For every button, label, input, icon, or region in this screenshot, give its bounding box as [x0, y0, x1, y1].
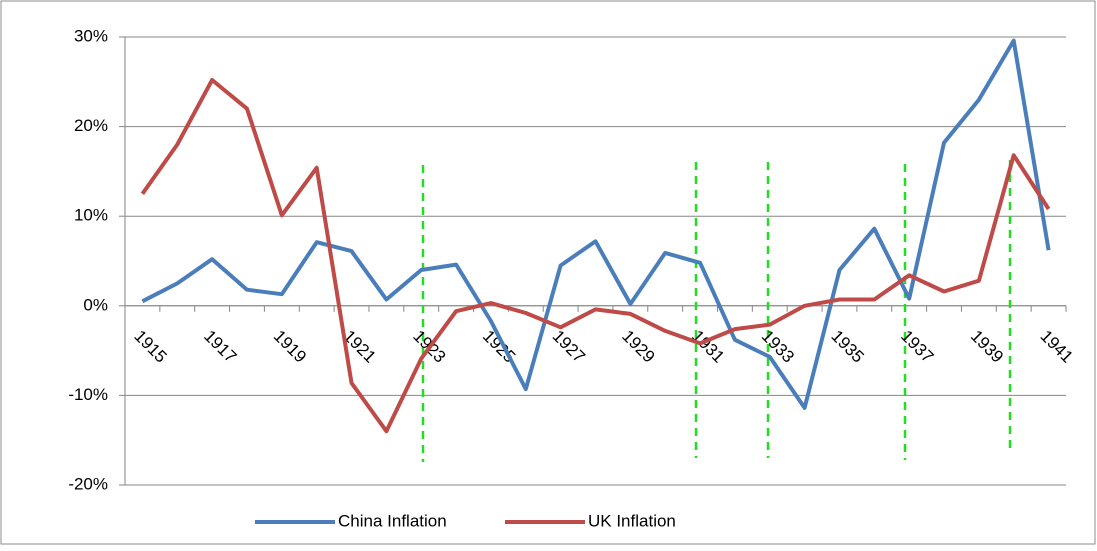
y-tick-label: 0%	[83, 295, 108, 314]
series-line	[140, 78, 1051, 434]
y-tick-label: 10%	[74, 206, 108, 225]
y-tick-label: -20%	[68, 474, 108, 493]
y-tick-label: 30%	[74, 26, 108, 45]
legend-label: China Inflation	[338, 511, 447, 530]
y-tick-label: -10%	[68, 385, 108, 404]
annotation-lines	[421, 160, 1012, 462]
y-tick-label: 20%	[74, 116, 108, 135]
legend-label: UK Inflation	[588, 511, 676, 530]
series-line	[141, 38, 1051, 410]
